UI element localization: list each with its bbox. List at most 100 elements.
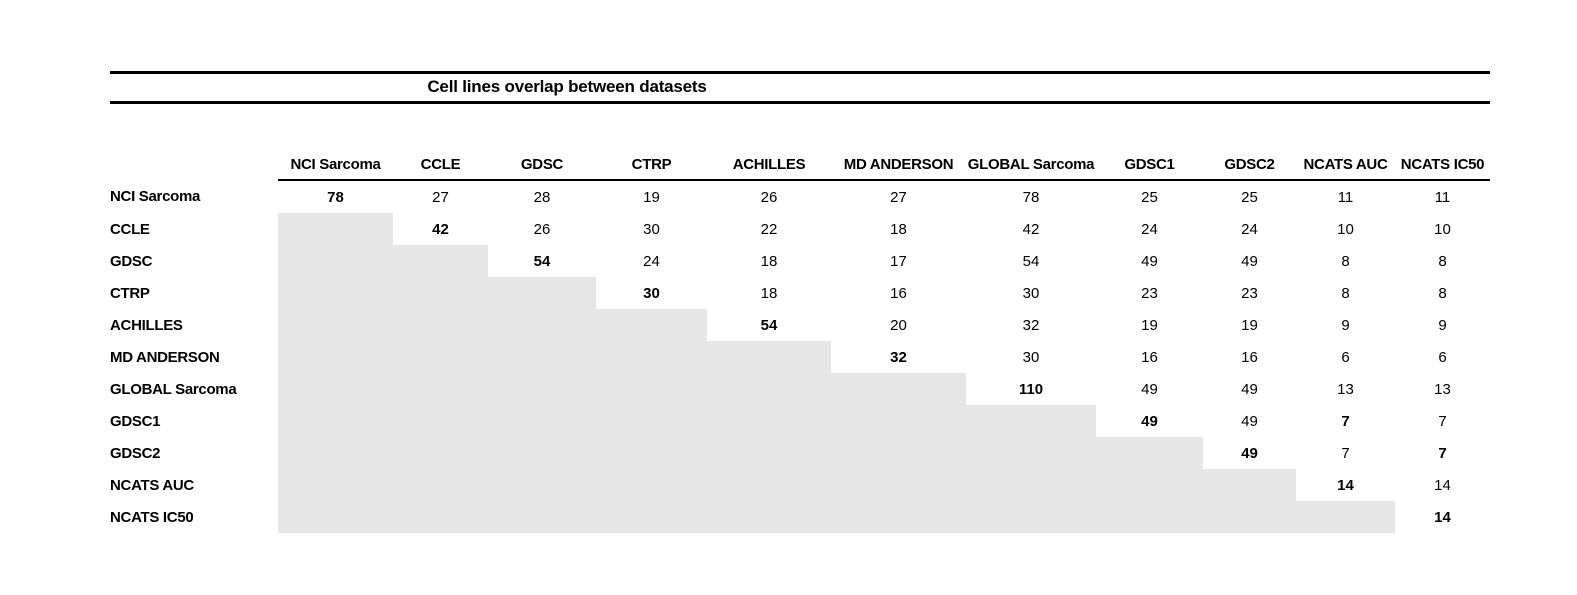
shaded-cell	[488, 309, 596, 341]
shaded-cell	[831, 405, 966, 437]
shaded-cell	[966, 501, 1096, 533]
column-header-ncats-auc: NCATS AUC	[1296, 128, 1395, 181]
overlap-cell-nci-sarcoma-x-gdsc1: 25	[1141, 188, 1158, 206]
overlap-cell-ctrp-x-global-sarcoma: 30	[1022, 284, 1040, 302]
overlap-cell-ccle-x-gdsc: 26	[533, 220, 551, 238]
column-header-nci-sarcoma: NCI Sarcoma	[278, 128, 393, 181]
shaded-cell	[596, 501, 707, 533]
column-header-ccle: CCLE	[393, 128, 488, 181]
overlap-cell-ccle-x-global-sarcoma: 42	[1022, 220, 1040, 238]
overlap-cell-ctrp-x-achilles: 18	[760, 284, 778, 302]
shaded-cell	[707, 373, 831, 405]
overlap-cell-ccle-x-gdsc2: 24	[1241, 220, 1258, 238]
overlap-cell-achilles-x-md-anderson: 20	[890, 316, 907, 334]
overlap-cell-gdsc-x-ncats-ic50: 8	[1438, 252, 1447, 270]
shaded-cell	[707, 341, 831, 373]
overlap-cell-ccle-x-ncats-auc: 10	[1337, 220, 1354, 238]
overlap-cell-md-anderson-x-global-sarcoma: 30	[1022, 348, 1040, 366]
row-header-ncats-ic50: NCATS IC50	[110, 508, 194, 526]
overlap-cell-ccle-x-md-anderson: 18	[890, 220, 907, 238]
shaded-cell	[831, 373, 966, 405]
shaded-cell	[1096, 469, 1203, 501]
table-row-md-anderson: MD ANDERSON 32 30 16 16 6 6	[110, 341, 1490, 373]
overlap-cell-ctrp-x-ncats-auc: 8	[1341, 284, 1350, 302]
row-header-gdsc: GDSC	[110, 252, 153, 270]
overlap-cell-gdsc-x-ncats-auc: 8	[1341, 252, 1350, 270]
table-row-ncats-auc: NCATS AUC 14 14	[110, 469, 1490, 501]
header-row: NCI Sarcoma CCLE GDSC CTRP ACHILLES MD ANDERS…	[110, 128, 1490, 181]
column-header-md-anderson: MD ANDERSON	[831, 128, 966, 181]
shaded-cell	[278, 373, 393, 405]
overlap-cell-gdsc-x-gdsc: 54	[533, 252, 551, 270]
shaded-cell	[1096, 501, 1203, 533]
shaded-cell	[393, 469, 488, 501]
overlap-cell-achilles-x-gdsc1: 19	[1141, 316, 1158, 334]
overlap-cell-md-anderson-x-gdsc1: 16	[1141, 348, 1158, 366]
shaded-cell	[393, 245, 488, 277]
shaded-cell	[393, 373, 488, 405]
overlap-cell-ctrp-x-ncats-ic50: 8	[1438, 284, 1447, 302]
shaded-cell	[966, 405, 1096, 437]
shaded-cell	[1203, 501, 1296, 533]
table-body: NCI Sarcoma 78 27 28 19 26 27 78 25 25 11 11 CCLE 42 2…	[110, 180, 1490, 533]
shaded-cell	[1296, 501, 1395, 533]
overlap-cell-gdsc2-x-ncats-ic50: 7	[1438, 444, 1447, 462]
overlap-cell-nci-sarcoma-x-gdsc: 28	[533, 188, 551, 206]
shaded-cell	[393, 341, 488, 373]
shaded-cell	[596, 373, 707, 405]
column-header-gdsc: GDSC	[488, 128, 596, 181]
shaded-cell	[488, 277, 596, 309]
shaded-cell	[278, 501, 393, 533]
shaded-cell	[278, 405, 393, 437]
overlap-cell-gdsc2-x-ncats-auc: 7	[1341, 444, 1350, 462]
overlap-cell-global-sarcoma-x-ncats-ic50: 13	[1434, 380, 1451, 398]
table-row-ctrp: CTRP 30 18 16 30 23 23 8 8	[110, 277, 1490, 309]
corner-cell	[110, 128, 278, 180]
overlap-cell-ncats-auc-x-ncats-ic50: 14	[1434, 476, 1451, 494]
overlap-cell-gdsc-x-global-sarcoma: 54	[1022, 252, 1040, 270]
overlap-cell-achilles-x-ncats-ic50: 9	[1438, 316, 1447, 334]
overlap-cell-gdsc1-x-ncats-auc: 7	[1341, 412, 1350, 430]
column-header-ncats-ic50: NCATS IC50	[1395, 128, 1490, 181]
overlap-cell-achilles-x-achilles: 54	[760, 316, 778, 334]
overlap-cell-gdsc-x-md-anderson: 17	[890, 252, 907, 270]
shaded-cell	[966, 469, 1096, 501]
shaded-cell	[831, 501, 966, 533]
row-header-nci-sarcoma: NCI Sarcoma	[110, 188, 201, 205]
shaded-cell	[707, 501, 831, 533]
overlap-cell-gdsc1-x-gdsc1: 49	[1141, 412, 1158, 430]
shaded-cell	[393, 501, 488, 533]
overlap-cell-global-sarcoma-x-gdsc2: 49	[1241, 380, 1258, 398]
overlap-cell-md-anderson-x-gdsc2: 16	[1241, 348, 1258, 366]
shaded-cell	[831, 437, 966, 469]
row-header-ccle: CCLE	[110, 220, 150, 238]
shaded-cell	[488, 469, 596, 501]
overlap-cell-ccle-x-ncats-ic50: 10	[1434, 220, 1451, 238]
row-header-gdsc1: GDSC1	[110, 412, 161, 430]
column-header-global-sarcoma: GLOBAL Sarcoma	[966, 128, 1096, 181]
shaded-cell	[596, 309, 707, 341]
shaded-cell	[278, 341, 393, 373]
shaded-cell	[488, 341, 596, 373]
overlap-cell-nci-sarcoma-x-md-anderson: 27	[890, 188, 907, 206]
column-header-gdsc2: GDSC2	[1203, 128, 1296, 181]
overlap-cell-nci-sarcoma-x-nci-sarcoma: 78	[327, 188, 344, 206]
overlap-cell-ccle-x-ctrp: 30	[643, 220, 660, 238]
overlap-cell-nci-sarcoma-x-ccle: 27	[432, 188, 449, 206]
shaded-cell	[707, 469, 831, 501]
row-header-ncats-auc: NCATS AUC	[110, 476, 194, 494]
shaded-cell	[393, 309, 488, 341]
shaded-cell	[393, 277, 488, 309]
overlap-cell-gdsc-x-achilles: 18	[760, 252, 778, 270]
overlap-cell-ncats-ic50-x-ncats-ic50: 14	[1434, 508, 1451, 526]
shaded-cell	[278, 245, 393, 277]
shaded-cell	[278, 437, 393, 469]
table-row-gdsc2: GDSC2 49 7 7	[110, 437, 1490, 469]
shaded-cell	[278, 277, 393, 309]
overlap-cell-nci-sarcoma-x-ncats-auc: 11	[1337, 188, 1354, 206]
shaded-cell	[1203, 469, 1296, 501]
shaded-cell	[278, 213, 393, 245]
shaded-cell	[393, 437, 488, 469]
overlap-cell-gdsc1-x-gdsc2: 49	[1241, 412, 1258, 430]
shaded-cell	[966, 437, 1096, 469]
